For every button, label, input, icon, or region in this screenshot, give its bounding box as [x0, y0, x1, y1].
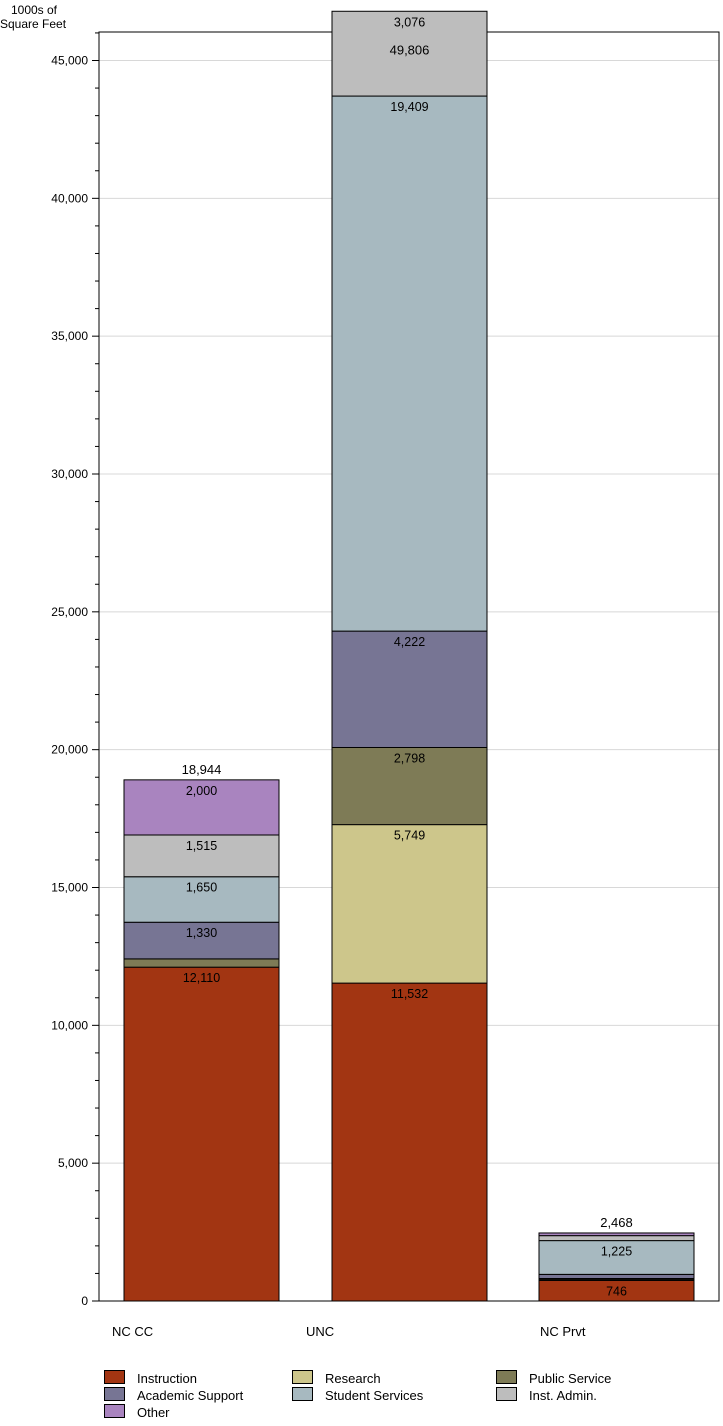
- legend-item: Instruction: [104, 1370, 197, 1386]
- total-label: 2,468: [600, 1215, 633, 1230]
- bar-segment: [331, 630, 488, 748]
- data-label: 1,650: [186, 881, 217, 895]
- legend-item: Other: [104, 1404, 170, 1420]
- bar-segment: [123, 966, 280, 1302]
- legend-item: Student Services: [292, 1387, 423, 1403]
- bar-segment: [331, 10, 488, 97]
- x-category-label: UNC: [306, 1324, 334, 1339]
- legend-label: Instruction: [137, 1371, 197, 1386]
- bar-segment: [123, 876, 280, 923]
- x-category-label: NC Prvt: [540, 1324, 586, 1339]
- y-tick-label: 5,000: [58, 1156, 88, 1170]
- y-tick-label: 10,000: [51, 1018, 88, 1032]
- bar-segment: [123, 921, 280, 960]
- legend-label: Public Service: [529, 1371, 612, 1386]
- chart: 0 5,000 10,000 15,000 20,000 25,000 30,000 35,0…: [0, 3, 720, 1339]
- bar-segment: [123, 779, 280, 836]
- bar-segment: [538, 1232, 695, 1237]
- legend-swatch: [496, 1387, 517, 1401]
- bar-segment: [331, 982, 488, 1302]
- bars: [123, 10, 695, 1302]
- legend-item: Research: [292, 1370, 381, 1386]
- legend-label: Academic Support: [137, 1388, 244, 1403]
- legend-swatch: [292, 1387, 313, 1401]
- bar-segment: [331, 824, 488, 984]
- legend-swatch: [104, 1404, 125, 1418]
- y-tick-label: 40,000: [51, 191, 88, 205]
- legend-label: Student Services: [325, 1388, 424, 1403]
- total-label: 49,806: [390, 43, 430, 58]
- legend-item: Public Service: [496, 1370, 611, 1386]
- data-label: 3,076: [394, 15, 425, 29]
- legend-swatch: [496, 1370, 517, 1384]
- chart-labels: 0 5,000 10,000 15,000 20,000 25,000 30,000 35,0…: [0, 3, 633, 1339]
- data-label: 1,330: [186, 926, 217, 940]
- y-tick-label: 35,000: [51, 329, 88, 343]
- bar-segment: [331, 746, 488, 826]
- legend-label: Research: [325, 1371, 381, 1386]
- bar-segment: [123, 958, 280, 968]
- bar-segment: [331, 95, 488, 632]
- y-tick-label: 45,000: [51, 54, 88, 68]
- data-label: 19,409: [390, 100, 428, 114]
- bar-segment: [538, 1235, 695, 1242]
- data-label: 4,222: [394, 635, 425, 649]
- data-label: 2,000: [186, 784, 217, 798]
- y-tick-label: 25,000: [51, 605, 88, 619]
- y-axis-label: Square Feet: [0, 17, 67, 31]
- data-label: 1,515: [186, 839, 217, 853]
- legend-swatch: [292, 1370, 313, 1384]
- y-tick-label: 20,000: [51, 743, 88, 757]
- legend-swatch: [104, 1370, 125, 1384]
- legend-label: Inst. Admin.: [529, 1388, 597, 1403]
- data-label: 2,798: [394, 751, 425, 765]
- data-label: 12,110: [183, 971, 220, 985]
- bar-segment: [538, 1273, 695, 1280]
- x-category-label: NC CC: [112, 1324, 153, 1339]
- legend-item: Inst. Admin.: [496, 1387, 597, 1403]
- y-tick-label: 15,000: [51, 881, 88, 895]
- data-label: 746: [606, 1284, 627, 1298]
- bar-segment: [538, 1240, 695, 1275]
- legend-swatch: [104, 1387, 125, 1401]
- y-tick-label: 30,000: [51, 467, 88, 481]
- legend-label: Other: [137, 1405, 170, 1420]
- data-label: 5,749: [394, 829, 425, 843]
- y-tick-label: 0: [81, 1294, 88, 1308]
- y-axis-label: 1000s of: [11, 3, 58, 17]
- data-label: 11,532: [391, 987, 428, 1001]
- legend-item: Academic Support: [104, 1387, 243, 1403]
- bar-segment: [123, 834, 280, 878]
- total-label: 18,944: [182, 762, 222, 777]
- data-label: 1,225: [601, 1245, 632, 1259]
